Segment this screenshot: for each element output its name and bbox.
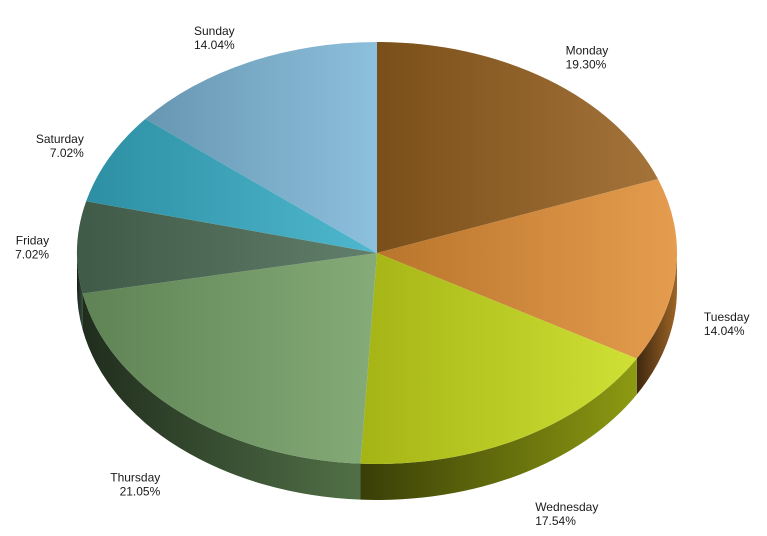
label-name-tuesday: Tuesday (704, 310, 750, 324)
label-value-friday: 7.02% (15, 248, 49, 262)
slice-side-thursday (82, 293, 361, 500)
slice-tuesday (377, 179, 678, 359)
slice-sunday (145, 42, 377, 253)
pie-top-faces (77, 42, 678, 465)
label-name-sunday: Sunday (194, 24, 235, 38)
label-value-wednesday: 17.54% (535, 514, 576, 528)
label-value-tuesday: 14.04% (704, 324, 745, 338)
label-name-saturday: Saturday (36, 132, 84, 146)
label-value-monday: 19.30% (566, 58, 607, 72)
slice-saturday (86, 118, 378, 253)
pie-side-walls (77, 253, 677, 500)
slice-friday (77, 201, 378, 294)
slice-side-wednesday (360, 358, 637, 500)
pie-labels: Monday19.30%Tuesday14.04%Wednesday17.54%… (15, 24, 749, 528)
slice-thursday (82, 253, 377, 464)
slice-wednesday (360, 253, 637, 465)
slice-monday (377, 42, 658, 253)
slice-side-tuesday (636, 253, 677, 395)
label-name-thursday: Thursday (110, 470, 160, 484)
label-value-saturday: 7.02% (50, 146, 84, 160)
label-name-wednesday: Wednesday (535, 500, 598, 514)
label-name-monday: Monday (566, 44, 609, 58)
slice-side-friday (77, 253, 83, 330)
label-value-thursday: 21.05% (120, 484, 161, 498)
label-value-sunday: 14.04% (194, 38, 235, 52)
label-name-friday: Friday (16, 234, 49, 248)
